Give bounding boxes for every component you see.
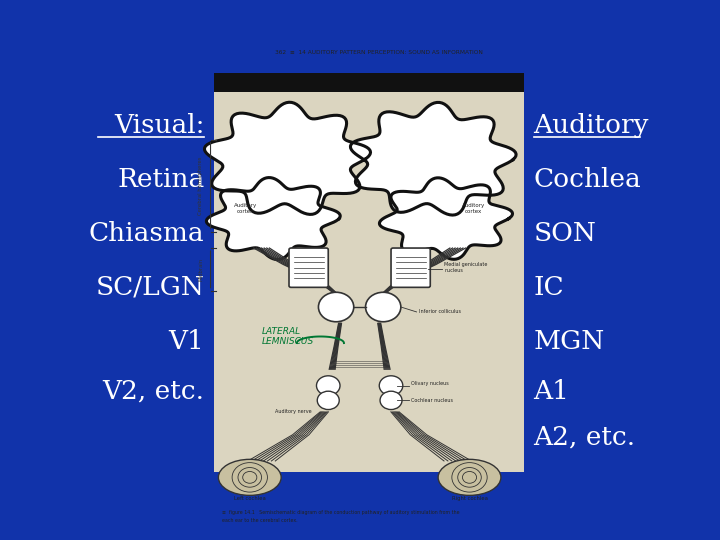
Text: Inferior colliculus: Inferior colliculus — [418, 309, 461, 314]
FancyBboxPatch shape — [391, 248, 431, 287]
Circle shape — [379, 376, 402, 395]
Text: SC/LGN: SC/LGN — [96, 275, 204, 300]
Text: Auditory
cortex: Auditory cortex — [462, 204, 485, 214]
Text: Right cochlea: Right cochlea — [451, 496, 487, 501]
Text: 362  ≡  14 AUDITORY PATTERN PERCEPTION: SOUND AS INFORMATION: 362 ≡ 14 AUDITORY PATTERN PERCEPTION: SO… — [275, 50, 483, 55]
Polygon shape — [351, 103, 516, 215]
Circle shape — [318, 292, 354, 322]
Text: IC: IC — [534, 275, 564, 300]
Text: SON: SON — [534, 221, 596, 246]
Ellipse shape — [218, 460, 282, 495]
Text: Auditory nerve: Auditory nerve — [274, 409, 311, 414]
Text: V2, etc.: V2, etc. — [102, 379, 204, 404]
Text: A1: A1 — [534, 379, 570, 404]
FancyBboxPatch shape — [289, 248, 328, 287]
Text: Visual:: Visual: — [114, 113, 204, 138]
Circle shape — [380, 391, 402, 409]
Circle shape — [317, 376, 340, 395]
Text: Left cochlea: Left cochlea — [234, 496, 266, 501]
Text: A2, etc.: A2, etc. — [534, 424, 636, 449]
Text: Olivary nucleus: Olivary nucleus — [410, 381, 449, 387]
Polygon shape — [207, 178, 341, 260]
Text: Cochlea: Cochlea — [534, 167, 642, 192]
Bar — [214, 73, 523, 92]
Polygon shape — [379, 178, 513, 259]
Text: Chiasma: Chiasma — [89, 221, 204, 246]
Circle shape — [318, 391, 339, 409]
Bar — [214, 73, 523, 472]
Text: Midbrain: Midbrain — [198, 258, 203, 281]
Polygon shape — [204, 102, 371, 214]
Text: Medial geniculate
nucleus: Medial geniculate nucleus — [444, 262, 487, 273]
Text: Retina: Retina — [117, 167, 204, 192]
Text: V1: V1 — [168, 329, 204, 354]
Text: ≡  figure 14.1   Semischematic diagram of the conduction pathway of auditory sti: ≡ figure 14.1 Semischematic diagram of t… — [222, 510, 460, 515]
Text: Cochlear nucleus: Cochlear nucleus — [410, 398, 453, 403]
Text: LATERAL
LEMNISCUS: LATERAL LEMNISCUS — [261, 327, 314, 346]
Text: each ear to the cerebral cortex.: each ear to the cerebral cortex. — [222, 518, 298, 523]
Text: Auditory: Auditory — [534, 113, 649, 138]
Text: Cerebral hemispheres: Cerebral hemispheres — [198, 157, 203, 215]
Text: MGN: MGN — [534, 329, 605, 354]
Circle shape — [366, 292, 401, 322]
Text: Auditory
cortex: Auditory cortex — [234, 204, 258, 214]
Ellipse shape — [438, 460, 501, 495]
